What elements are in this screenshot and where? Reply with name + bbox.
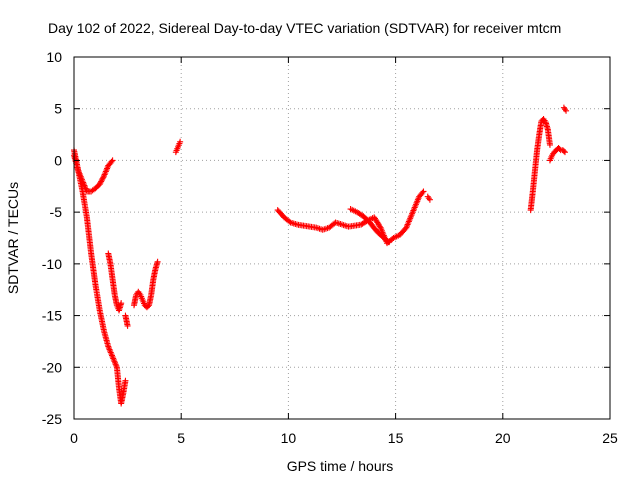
- data-point: [108, 158, 115, 165]
- grid: [74, 57, 610, 419]
- x-tick-label: 15: [388, 430, 404, 446]
- data-point: [154, 258, 161, 265]
- data-point: [561, 149, 568, 156]
- data-point: [384, 238, 391, 245]
- data-marks: [71, 104, 570, 407]
- data-point: [177, 138, 184, 145]
- y-tick-label: -20: [42, 359, 62, 375]
- data-point: [556, 146, 563, 153]
- data-point: [118, 300, 125, 307]
- data-point: [386, 239, 393, 246]
- x-tick-label: 25: [602, 430, 618, 446]
- plot-frame: [73, 56, 611, 420]
- data-point: [124, 322, 131, 329]
- x-tick-label: 5: [177, 430, 185, 446]
- data-point: [426, 196, 433, 203]
- data-point: [122, 377, 129, 384]
- data-point: [109, 157, 116, 164]
- data-point: [563, 107, 570, 114]
- data-point: [98, 178, 105, 185]
- data-point: [420, 188, 427, 195]
- data-point: [419, 189, 426, 196]
- y-tick-label: -10: [42, 256, 62, 272]
- axis-ticks: [73, 56, 611, 420]
- data-point: [546, 141, 553, 148]
- chart-title: Day 102 of 2022, Sidereal Day-to-day VTE…: [48, 20, 561, 36]
- data-point: [96, 181, 103, 188]
- data-point: [560, 148, 567, 155]
- y-tick-label: 10: [46, 49, 62, 65]
- y-tick-labels: -25 -20 -15 -10 -5 0 5 10: [42, 49, 62, 427]
- x-tick-labels: 0 5 10 15 20 25: [70, 430, 618, 446]
- y-axis-label: SDTVAR / TECUs: [5, 182, 21, 294]
- data-point: [376, 223, 383, 230]
- x-tick-label: 0: [70, 430, 78, 446]
- data-point: [99, 175, 106, 182]
- y-tick-label: 0: [54, 152, 62, 168]
- x-tick-label: 10: [281, 430, 297, 446]
- y-tick-label: -15: [42, 308, 62, 324]
- data-point: [98, 177, 105, 184]
- x-tick-label: 20: [495, 430, 511, 446]
- x-axis-label: GPS time / hours: [287, 458, 394, 474]
- data-point: [100, 174, 107, 181]
- y-tick-label: -5: [50, 204, 63, 220]
- data-point: [97, 179, 104, 186]
- y-tick-label: -25: [42, 411, 62, 427]
- y-tick-label: 5: [54, 101, 62, 117]
